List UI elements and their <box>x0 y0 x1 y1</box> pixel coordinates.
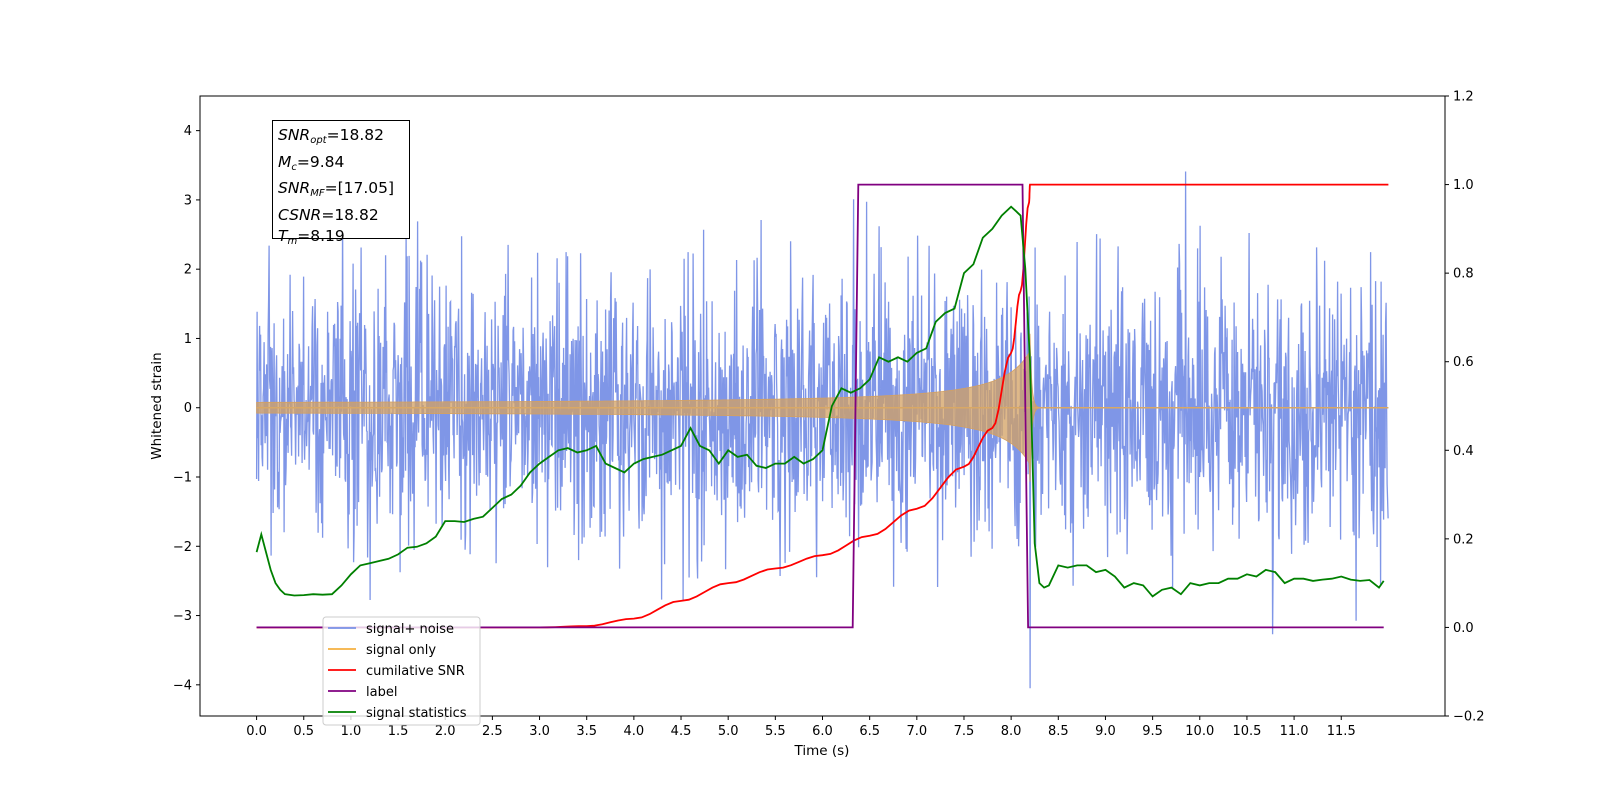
legend-entry: cumilative SNR <box>366 664 465 679</box>
y-left-tick-label: −1 <box>173 471 192 486</box>
x-axis-label: Time (s) <box>794 743 850 759</box>
y-right-tick-label: 1.2 <box>1453 90 1474 105</box>
y-right-tick-label: 0.4 <box>1453 444 1474 459</box>
x-tick-label: 6.5 <box>859 724 880 739</box>
x-tick-label: 1.5 <box>388 724 409 739</box>
x-tick-label: 2.5 <box>482 724 503 739</box>
x-tick-label: 8.0 <box>1001 724 1022 739</box>
info-tm: Tm=8.19 <box>278 226 345 247</box>
y-right-tick-label: 0.0 <box>1453 621 1474 636</box>
legend-entry: signal+ noise <box>366 622 454 637</box>
x-tick-label: 0.0 <box>246 724 267 739</box>
legend-box <box>322 616 481 726</box>
x-tick-label: 3.0 <box>529 724 550 739</box>
x-tick-label: 11.5 <box>1327 724 1356 739</box>
legend-entry: signal statistics <box>366 706 467 721</box>
y-left-tick-label: −3 <box>173 609 192 624</box>
x-tick-label: 7.0 <box>906 724 927 739</box>
x-tick-label: 7.5 <box>954 724 975 739</box>
x-tick-label: 2.0 <box>435 724 456 739</box>
series-signal-plus-noise <box>255 171 1389 689</box>
x-tick-label: 3.5 <box>576 724 597 739</box>
y-axis-label: Whitened strain <box>149 352 165 459</box>
info-mc: Mc=9.84 <box>278 152 345 173</box>
y-left-tick-label: 1 <box>184 332 192 347</box>
x-tick-label: 5.5 <box>765 724 786 739</box>
info-snr-opt: SNRopt=18.82 <box>278 126 384 146</box>
x-tick-label: 1.0 <box>341 724 362 739</box>
y-left-tick-label: −4 <box>173 678 192 693</box>
y-right-tick-label: 0.2 <box>1453 532 1474 547</box>
legend: signal+ noise signal only cumilative SNR la… <box>322 616 481 726</box>
x-tick-label: 9.5 <box>1142 724 1163 739</box>
y-right-tick-label: 1.0 <box>1453 178 1474 193</box>
y-left-tick-label: 2 <box>184 263 192 278</box>
legend-entry: label <box>366 685 397 700</box>
series-signal-statistics <box>255 205 1385 598</box>
x-tick-label: 4.0 <box>624 724 645 739</box>
y-left-tick-label: 0 <box>184 401 192 416</box>
x-tick-label: 9.0 <box>1095 724 1116 739</box>
x-tick-label: 10.0 <box>1185 724 1214 739</box>
x-tick-label: 8.5 <box>1048 724 1069 739</box>
y-left-tick-label: −2 <box>173 540 192 555</box>
info-snr-mf: SNRMF=[17.05] <box>278 179 395 200</box>
y-left-tick-label: 4 <box>184 124 192 139</box>
x-tick-label: 11.0 <box>1280 724 1309 739</box>
x-tick-label: 10.5 <box>1232 724 1261 739</box>
series-cumulative-snr <box>256 183 1389 629</box>
y-left-tick-label: 3 <box>184 193 192 208</box>
y-right-tick-label: −0.2 <box>1453 710 1485 725</box>
series-label <box>256 183 1384 629</box>
x-tick-label: 0.5 <box>293 724 314 739</box>
y-right-tick-label: 0.6 <box>1453 355 1474 370</box>
x-tick-label: 6.0 <box>812 724 833 739</box>
info-box: SNRopt=18.82 Mc=9.84 SNRMF=[17.05] CSNR=… <box>272 120 410 247</box>
y-right-tick-label: 0.8 <box>1453 267 1474 282</box>
legend-entry: signal only <box>366 643 436 658</box>
info-csnr: CSNR=18.82 <box>278 206 379 225</box>
x-tick-label: 4.5 <box>671 724 692 739</box>
x-tick-label: 5.0 <box>718 724 739 739</box>
